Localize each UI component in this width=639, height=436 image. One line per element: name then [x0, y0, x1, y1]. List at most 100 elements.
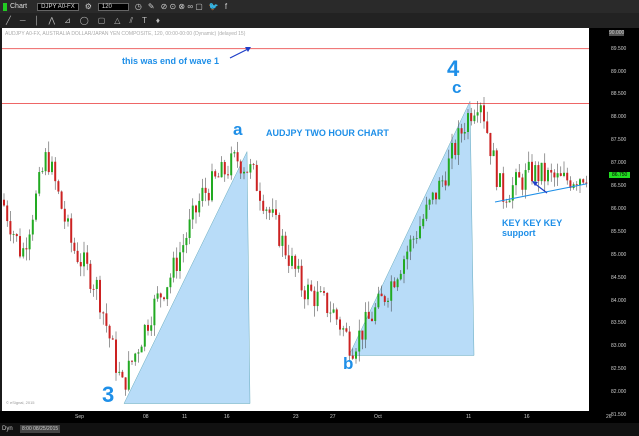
- symbol-input[interactable]: DJPY A0-FX: [37, 2, 79, 11]
- candle-body: [412, 238, 415, 240]
- status-indicator: [3, 2, 7, 11]
- candle-body: [163, 297, 165, 300]
- candle-body: [316, 291, 319, 307]
- candle-body: [396, 279, 399, 288]
- candle-body: [537, 165, 540, 182]
- settings-icon[interactable]: ⚙: [84, 2, 92, 11]
- candle-body: [422, 218, 425, 227]
- candle-body: [457, 128, 460, 156]
- candle-body: [358, 330, 361, 352]
- copyright: © eSignal, 2015: [6, 400, 35, 405]
- annotation-support: KEY KEY KEY support: [502, 218, 563, 238]
- candle-body: [246, 171, 249, 173]
- candle-body: [201, 187, 204, 201]
- candle-body: [147, 324, 149, 331]
- status-bar: Dyn 8:00 08/25/2015: [0, 423, 639, 436]
- facebook-icon[interactable]: f: [224, 2, 228, 11]
- price-axis[interactable]: 86.750 90.000 89.500 89.000 88.500 88.000 87…: [589, 28, 639, 423]
- candle-body: [188, 219, 191, 238]
- candle-body: [367, 311, 370, 319]
- drawing-toolbar: ╱ ─ │ ⋀ ⊿ ◯ ▢ △ ⫽ T ♦: [0, 13, 639, 28]
- candle-body: [47, 152, 50, 173]
- channel-tool-icon[interactable]: ⫽: [129, 15, 134, 25]
- candle-body: [566, 172, 569, 181]
- candle-body: [415, 238, 418, 239]
- interval-select[interactable]: 120: [97, 2, 129, 11]
- line-tool-icon[interactable]: ╱: [6, 16, 11, 25]
- chart-plot-area[interactable]: AUDJPY A0-FX, AUSTRALIA DOLLAR/JAPAN YEN…: [2, 28, 589, 411]
- mode-label[interactable]: Dyn: [2, 426, 13, 432]
- candle-body: [182, 245, 185, 253]
- candle-body: [291, 255, 293, 266]
- hline-tool-icon[interactable]: ─: [19, 16, 26, 25]
- candle-body: [297, 265, 300, 269]
- candle-body: [454, 142, 457, 156]
- vline-tool-icon[interactable]: │: [34, 16, 40, 25]
- wave-triangle-c: [348, 101, 475, 356]
- candle-body: [175, 257, 178, 271]
- fib-tool-icon[interactable]: ⊿: [64, 16, 71, 25]
- candle-body: [121, 371, 124, 378]
- candle-body: [355, 351, 357, 359]
- candle-body: [211, 171, 213, 201]
- candle-body: [351, 355, 354, 359]
- candle-body: [38, 172, 41, 194]
- candle-body: [476, 112, 479, 116]
- label-4: 4: [447, 56, 460, 81]
- candle-body: [508, 200, 511, 203]
- candle-body: [140, 346, 143, 353]
- candle-body: [220, 162, 223, 178]
- marker-tool-icon[interactable]: ♦: [155, 16, 160, 25]
- label-c: c: [452, 78, 462, 97]
- x-tick-label: 26: [606, 414, 612, 420]
- rect-tool-icon[interactable]: ▢: [97, 16, 106, 25]
- candle-body: [57, 181, 60, 192]
- candle-body: [470, 113, 473, 122]
- link-icon[interactable]: ⊘ ⊙ ⊗ ∞ ▢: [160, 2, 203, 11]
- candle-body: [102, 312, 105, 314]
- triangle-tool-icon[interactable]: △: [114, 16, 121, 25]
- twitter-icon[interactable]: 🐦: [208, 2, 219, 11]
- candle-body: [547, 169, 549, 182]
- candle-body: [275, 209, 277, 215]
- candle-body: [300, 265, 303, 291]
- label-3: 3: [102, 382, 115, 407]
- text-tool-icon[interactable]: T: [142, 16, 147, 25]
- candle-body: [166, 287, 169, 300]
- candle-body: [284, 235, 287, 256]
- candle-body: [524, 170, 527, 190]
- candle-body: [543, 162, 546, 182]
- candle-body: [406, 251, 409, 260]
- ellipse-tool-icon[interactable]: ◯: [79, 16, 89, 25]
- candle-body: [403, 259, 405, 274]
- candle-body: [550, 169, 553, 173]
- pencil-icon[interactable]: ✎: [147, 2, 155, 11]
- clock-icon[interactable]: ◷: [134, 2, 142, 11]
- wave-tool-icon[interactable]: ⋀: [48, 16, 56, 25]
- candle-body: [278, 214, 281, 246]
- candle-body: [214, 171, 217, 177]
- time-axis[interactable]: Sep 08 11 16 23 27 Oct 11 16 26: [0, 411, 612, 423]
- candle-body: [342, 328, 345, 330]
- date-field[interactable]: 8:00 08/25/2015: [20, 425, 61, 433]
- candle-body: [319, 291, 322, 292]
- candle-body: [505, 201, 508, 203]
- candle-body: [569, 180, 572, 188]
- candle-body: [217, 176, 220, 178]
- candle-body: [399, 273, 402, 280]
- candle-body: [185, 237, 188, 246]
- candle-body: [511, 185, 514, 201]
- candle-body: [252, 164, 255, 165]
- candle-body: [89, 263, 92, 289]
- y-tick-label: 81.500: [611, 412, 627, 418]
- candle-body: [563, 172, 565, 176]
- candle-body: [435, 192, 437, 200]
- candle-body: [54, 161, 57, 182]
- candle-body: [492, 150, 495, 157]
- x-tick-label: 08: [143, 414, 149, 420]
- candle-body: [486, 121, 489, 133]
- candle-body: [553, 172, 556, 178]
- y-tick-label: 85.500: [611, 228, 627, 235]
- candle-body: [12, 234, 15, 235]
- x-tick-label: 16: [224, 414, 230, 420]
